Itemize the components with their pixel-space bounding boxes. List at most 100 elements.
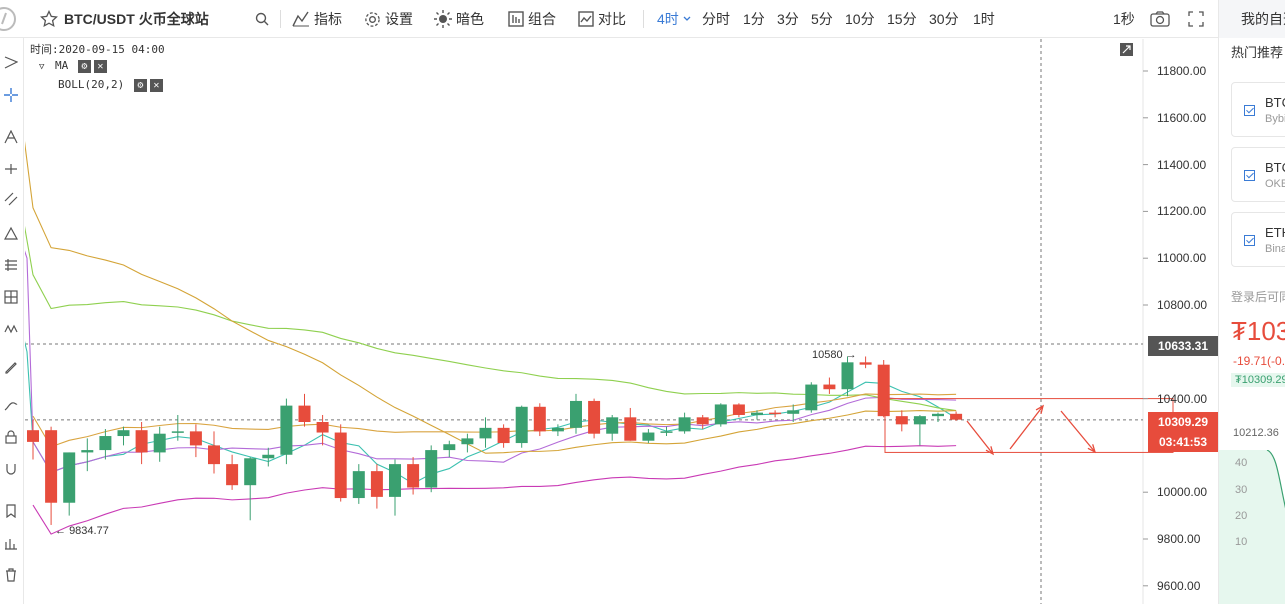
candle-body [606,417,619,434]
low-annotation-value: 9834.77 [69,525,109,537]
candle-body [479,427,492,439]
candle-body [226,464,239,486]
lock-icon[interactable] [0,426,22,448]
candle-body [117,430,130,437]
boll-upper-line [32,393,957,448]
fullscreen-icon[interactable] [1188,0,1204,38]
card-exchange: Bybit [1265,113,1285,125]
camera-icon[interactable] [1150,0,1170,38]
legend-boll-label: BOLL(20,2) [58,78,125,91]
parallel-lines-icon[interactable] [0,188,22,210]
timeframe-15m[interactable]: 15分 [887,0,917,38]
price-axis-label: 11400.00 [1157,157,1207,172]
candle-body [208,445,220,465]
timeframe-1h[interactable]: 1时 [973,0,995,38]
compare-button[interactable]: 对比 [578,0,626,38]
candle-body [841,362,854,390]
drawn-arrow-head [1035,404,1045,414]
candle-body [298,405,311,422]
layout-icon [508,11,524,27]
mini-tick: 30 [1235,484,1248,496]
drawn-arrow [1060,410,1096,453]
login-hint[interactable]: 登录后可同步 [1231,290,1285,304]
candle-body [135,430,148,453]
search-icon[interactable] [255,0,269,38]
settings-button[interactable]: 设置 [364,0,413,38]
candle-body [877,364,890,417]
combo-button[interactable]: 组合 [508,0,556,38]
dark-mode-button[interactable]: 暗色 [434,0,484,38]
pair-exchange: 火币全球站 [138,11,209,27]
toolbar-divider [280,10,281,28]
text-tool-icon[interactable] [0,126,22,148]
chart-expand-icon[interactable] [1120,43,1133,56]
boll-settings-icon[interactable]: ⚙ [133,78,147,92]
ma-settings-icon[interactable]: ⚙ [77,59,91,73]
indicators-button[interactable]: 指标 [292,0,342,38]
watchlist-tab[interactable]: 我的自选 [1219,0,1285,38]
ma-line-green [25,225,957,412]
checkbox[interactable] [1244,235,1255,246]
candle-body [932,413,944,417]
timeframe-1m[interactable]: 1分 [743,0,765,38]
pair-symbol: BTC/USDT [64,11,135,27]
timeframe-10m[interactable]: 10分 [845,0,875,38]
triangle-icon[interactable] [0,222,22,244]
price-axis-label: 10800.00 [1157,298,1208,312]
watchlist-card[interactable]: ETH Binance [1231,212,1285,267]
magnet-icon[interactable] [0,458,22,480]
price-change: -19.71(-0.19%) [1233,354,1285,368]
brush-icon[interactable] [0,394,22,416]
timeframe-5m[interactable]: 5分 [811,0,833,38]
crosshair-icon[interactable] [0,84,22,106]
price-axis-label: 9600.00 [1157,578,1201,593]
horizontal-line-icon[interactable] [0,158,22,180]
legend-time: 时间:2020-09-15 04:00 [30,43,165,56]
cursor-arrow-icon[interactable] [0,52,22,74]
candle-body [714,404,727,425]
boll-close-icon[interactable]: ✕ [149,78,163,92]
candle-body [171,431,184,433]
pencil-icon[interactable] [0,356,22,378]
timeframe-3m-label: 3分 [777,11,799,27]
grid-icon[interactable] [0,286,22,308]
sun-icon [434,10,452,28]
watchlist-card[interactable]: BTC OKEx [1231,147,1285,202]
candle-body [913,416,926,425]
settings-label: 设置 [385,11,413,27]
timeframe-4h[interactable]: 4时 [657,0,691,38]
checkbox[interactable] [1244,105,1255,116]
wave-icon[interactable] [0,318,22,340]
timeframe-time-label: 分时 [702,11,730,27]
legend-boll: BOLL(20,2) ⚙ ✕ [58,78,163,92]
candle-body [425,450,438,488]
legend-collapse-icon[interactable]: ▽ [39,62,45,72]
price-chart[interactable]: 时间:2020-09-15 04:00 ▽ MA ⚙ ✕ BOLL(20,2) ⚙… [25,39,1218,604]
timeframe-3m[interactable]: 3分 [777,0,799,38]
refresh-interval[interactable]: 1秒 [1113,0,1135,38]
price-axis-label: 9800.00 [1157,532,1201,546]
chevron-down-icon [683,16,691,21]
timeframe-15m-label: 15分 [887,11,917,27]
ma-close-icon[interactable]: ✕ [93,59,107,73]
timeframe-time[interactable]: 分时 [702,0,730,38]
candle-body [696,417,709,425]
measure-icon[interactable] [0,532,22,554]
candle-body [642,432,655,441]
drawing-toolbar [0,38,24,604]
bookmark-icon[interactable] [0,500,22,522]
trash-icon[interactable] [0,564,22,586]
price-axis-label: 11200.00 [1157,204,1207,219]
top-toolbar: BTC/USDT 火币全球站 指标 设置 暗色 组合 对比 4时 [0,0,1218,38]
candle-body [316,422,329,433]
fibonacci-icon[interactable] [0,254,22,276]
drawn-arrow [1009,405,1044,450]
price-axis-label: 11800.00 [1157,64,1207,78]
low-annotation: ← 9834.77 [55,525,109,537]
pair-selector[interactable]: BTC/USDT 火币全球站 [64,0,209,38]
watchlist-card[interactable]: BTC Bybit [1231,82,1285,137]
favorite-star-icon[interactable] [40,0,58,38]
candle-body [262,454,275,459]
checkbox[interactable] [1244,170,1255,181]
timeframe-30m[interactable]: 30分 [929,0,959,38]
